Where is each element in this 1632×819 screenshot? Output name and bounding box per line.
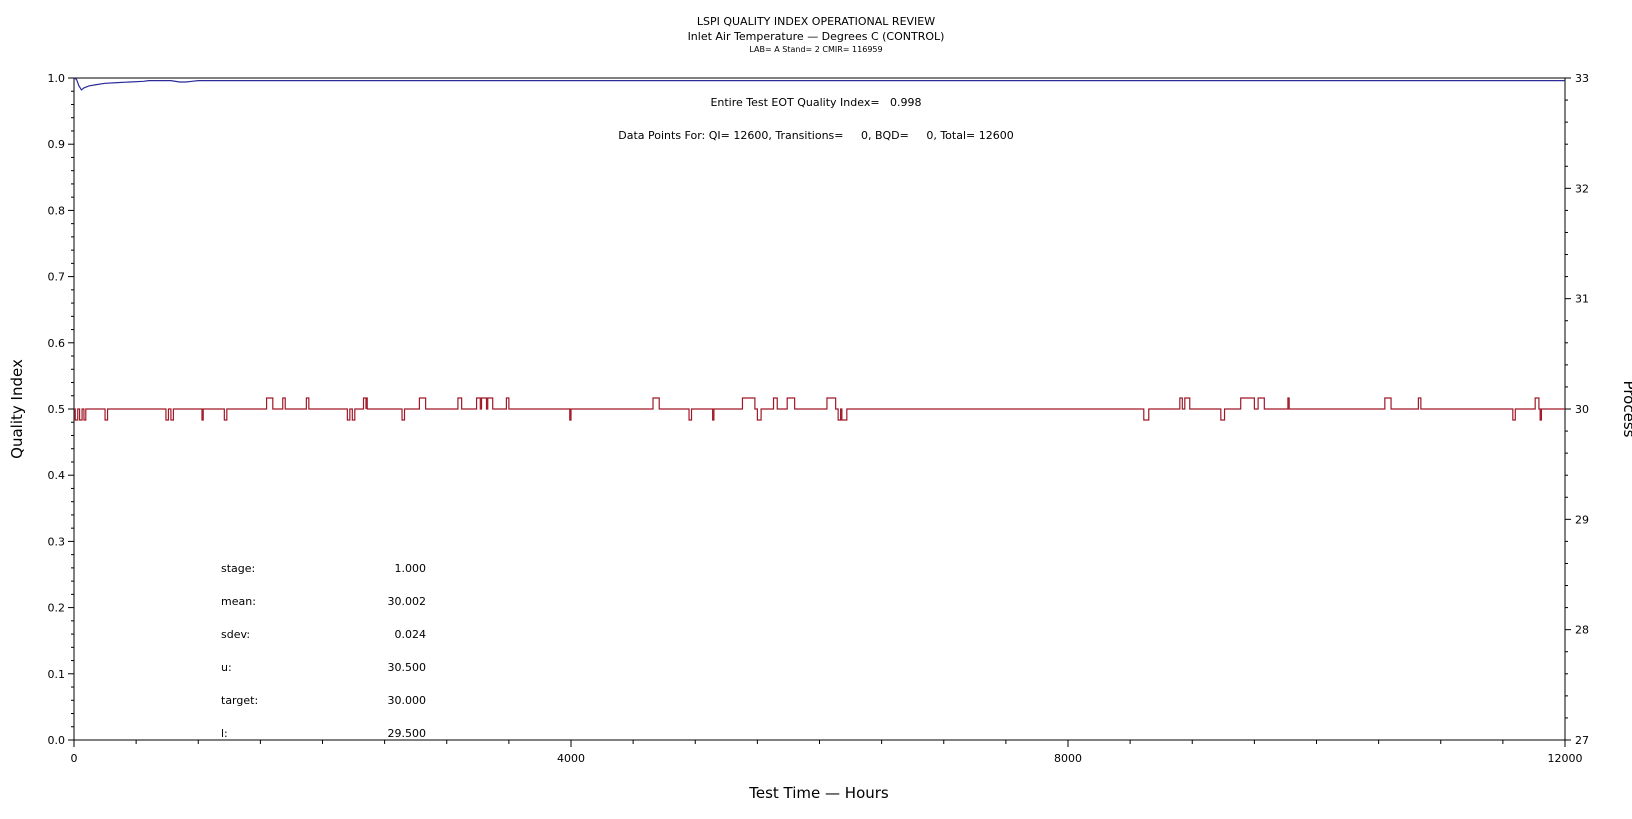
process-series-line — [74, 397, 1565, 421]
quality-index-series-line — [73, 77, 1565, 91]
stat-value: 29.500 — [388, 727, 427, 740]
y2-tick-label: 33 — [1575, 72, 1589, 85]
bottom-axis-ticks: 0 4000 8000 12000 — [71, 740, 1583, 765]
y-tick-label: 0.7 — [48, 271, 66, 284]
y2-tick-label: 28 — [1575, 624, 1589, 637]
y2-tick-label: 30 — [1575, 403, 1589, 416]
chart-title: LSPI QUALITY INDEX OPERATIONAL REVIEW — [697, 15, 935, 28]
y-tick-label: 0.9 — [48, 138, 66, 151]
stat-value: 0.024 — [395, 628, 427, 641]
x-tick-label: 12000 — [1548, 752, 1583, 765]
y-tick-label: 0.6 — [48, 337, 66, 350]
y-tick-label: 0.5 — [48, 403, 66, 416]
y-tick-label: 0.1 — [48, 668, 66, 681]
data-points-annotation: Data Points For: QI= 12600, Transitions=… — [618, 129, 1013, 142]
stat-value: 30.500 — [388, 661, 427, 674]
stat-label: mean: — [221, 595, 256, 608]
chart-subtitle-lab: LAB= A Stand= 2 CMIR= 116959 — [749, 45, 882, 54]
y-tick-label: 0.2 — [48, 602, 66, 615]
y2-tick-label: 29 — [1575, 513, 1589, 526]
y2-tick-label: 31 — [1575, 293, 1589, 306]
stat-label: l: — [221, 727, 228, 740]
stat-label: target: — [221, 694, 258, 707]
y-tick-label: 1.0 — [48, 72, 66, 85]
y2-tick-label: 32 — [1575, 182, 1589, 195]
stats-block: stage: 1.000 mean: 30.002 sdev: 0.024 u: 30.500… — [221, 562, 426, 740]
y2-tick-label: 27 — [1575, 734, 1589, 747]
right-axis-ticks: 27 28 29 30 31 32 33 — [1565, 72, 1589, 747]
y-axis-label: Quality Index — [8, 359, 26, 459]
stat-value: 1.000 — [395, 562, 427, 575]
x-axis-label: Test Time — Hours — [748, 784, 889, 802]
stat-label: u: — [221, 661, 232, 674]
stat-value: 30.000 — [388, 694, 427, 707]
y-tick-label: 0.4 — [48, 469, 66, 482]
x-tick-label: 0 — [71, 752, 78, 765]
y-tick-label: 0.8 — [48, 204, 66, 217]
stat-value: 30.002 — [388, 595, 427, 608]
x-tick-label: 8000 — [1054, 752, 1082, 765]
eot-quality-index-annotation: Entire Test EOT Quality Index= 0.998 — [710, 96, 921, 109]
x-tick-label: 4000 — [557, 752, 585, 765]
y2-axis-label: Process — [1620, 381, 1632, 438]
chart-subtitle: Inlet Air Temperature — Degrees C (CONTR… — [688, 30, 945, 43]
left-axis-ticks: 0.0 0.1 0.2 0.3 0.4 0.5 0.6 0.7 0.8 0.9 1.0 — [48, 72, 74, 747]
stat-label: stage: — [221, 562, 255, 575]
stat-label: sdev: — [221, 628, 250, 641]
y-tick-label: 0.0 — [48, 734, 66, 747]
y-tick-label: 0.3 — [48, 535, 66, 548]
